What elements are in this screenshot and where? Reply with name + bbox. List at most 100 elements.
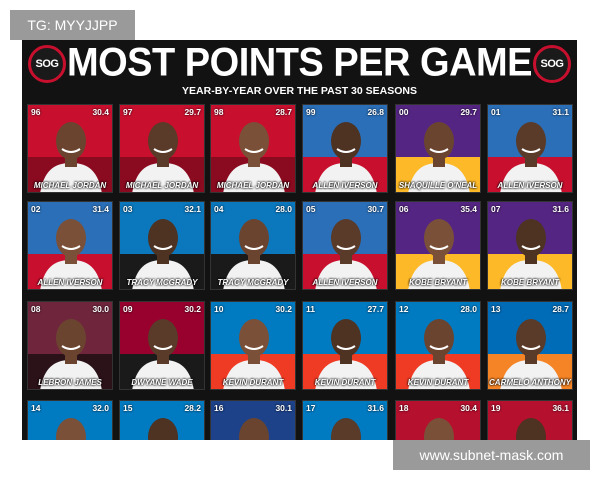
- jersey: [40, 260, 102, 289]
- player-photo: [223, 122, 285, 192]
- season: 02: [31, 204, 41, 214]
- player-photo: [40, 319, 102, 389]
- season: 12: [399, 304, 409, 314]
- player-card: 00 29.7 SHAQUILLE O'NEAL: [395, 104, 481, 193]
- player-photo: [40, 122, 102, 192]
- head: [424, 319, 454, 357]
- points-per-game: 28.7: [552, 304, 569, 314]
- player-photo: [148, 418, 178, 440]
- player-card: 13 28.7 CARMELO ANTHONY: [487, 301, 573, 390]
- season: 00: [399, 107, 409, 117]
- head: [331, 122, 361, 160]
- player-photo: [315, 122, 377, 192]
- season: 14: [31, 403, 41, 413]
- poster: SOG SOG MOST POINTS PER GAME YEAR-BY-YEA…: [22, 40, 577, 440]
- head: [148, 219, 178, 257]
- season: 19: [491, 403, 501, 413]
- head: [56, 219, 86, 257]
- head: [331, 418, 361, 440]
- player-card: 12 28.0 KEVIN DURANT: [395, 301, 481, 390]
- jersey: [315, 260, 377, 289]
- season: 96: [31, 107, 41, 117]
- head: [239, 122, 269, 160]
- jersey: [315, 163, 377, 192]
- player-card: 98 28.7 MICHAEL JORDAN: [210, 104, 296, 193]
- player-photo: [315, 319, 377, 389]
- player-card: 06 35.4 KOBE BRYANT: [395, 201, 481, 290]
- player-photo: [500, 319, 562, 389]
- head: [516, 418, 546, 440]
- player-photo: [56, 418, 86, 440]
- head: [331, 319, 361, 357]
- season: 99: [306, 107, 316, 117]
- player-card: 18 30.4: [395, 400, 481, 440]
- points-per-game: 36.1: [552, 403, 569, 413]
- jersey: [132, 260, 194, 289]
- smile: [429, 345, 449, 350]
- player-card: 10 30.2 KEVIN DURANT: [210, 301, 296, 390]
- season: 17: [306, 403, 316, 413]
- player-photo: [239, 418, 269, 440]
- head: [516, 319, 546, 357]
- player-photo: [132, 122, 194, 192]
- jersey: [40, 360, 102, 389]
- player-name: ALLEN IVERSON: [37, 278, 103, 287]
- player-card: 04 28.0 TRACY MCGRADY: [210, 201, 296, 290]
- player-card: 11 27.7 KEVIN DURANT: [302, 301, 388, 390]
- player-name: ALLEN IVERSON: [497, 181, 563, 190]
- head: [424, 219, 454, 257]
- head: [239, 219, 269, 257]
- player-card: 16 30.1: [210, 400, 296, 440]
- head: [56, 418, 86, 440]
- season: 15: [123, 403, 133, 413]
- player-name: DWYANE WADE: [131, 378, 193, 387]
- title: MOST POINTS PER GAME: [66, 40, 533, 86]
- player-photo: [424, 418, 454, 440]
- jersey: [500, 360, 562, 389]
- jersey: [500, 163, 562, 192]
- player-card: 17 31.6: [302, 400, 388, 440]
- season: 01: [491, 107, 501, 117]
- points-per-game: 30.4: [92, 107, 109, 117]
- points-per-game: 30.1: [275, 403, 292, 413]
- head: [56, 122, 86, 160]
- smile: [244, 148, 264, 153]
- season: 10: [214, 304, 224, 314]
- player-photo: [408, 219, 470, 289]
- season: 09: [123, 304, 133, 314]
- jersey: [223, 163, 285, 192]
- jersey: [223, 260, 285, 289]
- head: [424, 122, 454, 160]
- watermark: TG: MYYJJPP: [10, 10, 135, 40]
- smile: [61, 345, 81, 350]
- player-name: KEVIN DURANT: [314, 378, 376, 387]
- smile: [336, 345, 356, 350]
- player-name: TRACY MCGRADY: [217, 278, 289, 287]
- player-card: 07 31.6 KOBE BRYANT: [487, 201, 573, 290]
- jersey: [132, 163, 194, 192]
- player-card: 08 30.0 LEBRON JAMES: [27, 301, 113, 390]
- smile: [61, 245, 81, 250]
- head: [56, 319, 86, 357]
- points-per-game: 32.0: [92, 403, 109, 413]
- jersey: [408, 260, 470, 289]
- player-name: KEVIN DURANT: [407, 378, 469, 387]
- points-per-game: 30.2: [275, 304, 292, 314]
- season: 06: [399, 204, 409, 214]
- jersey: [315, 360, 377, 389]
- player-photo: [500, 122, 562, 192]
- season: 07: [491, 204, 501, 214]
- jersey: [132, 360, 194, 389]
- points-per-game: 29.7: [460, 107, 477, 117]
- jersey: [408, 163, 470, 192]
- player-name: KOBE BRYANT: [409, 278, 467, 287]
- smile: [521, 345, 541, 350]
- player-photo: [408, 319, 470, 389]
- player-name: TRACY MCGRADY: [126, 278, 198, 287]
- jersey: [40, 163, 102, 192]
- player-photo: [132, 219, 194, 289]
- player-photo: [408, 122, 470, 192]
- season: 18: [399, 403, 409, 413]
- points-per-game: 30.2: [184, 304, 201, 314]
